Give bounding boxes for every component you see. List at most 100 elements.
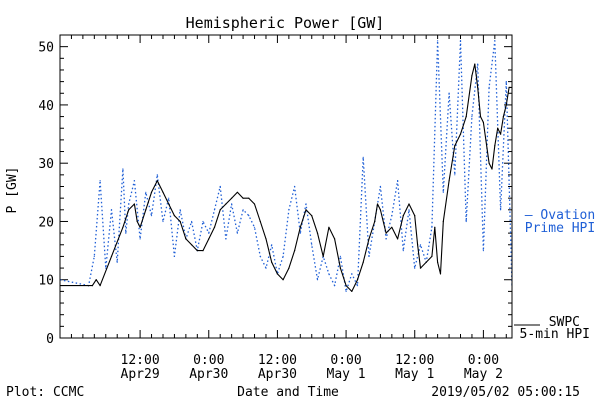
swpc-point xyxy=(316,232,319,234)
x-tick-label-date: May 1 xyxy=(395,367,434,382)
swpc-point xyxy=(173,215,175,217)
x-tick-label-date: Apr30 xyxy=(258,367,297,382)
ovation-point xyxy=(93,255,95,257)
ovation-point xyxy=(351,273,353,275)
ovation-point xyxy=(299,232,301,234)
swpc-point xyxy=(439,273,442,275)
ovation-point xyxy=(334,285,336,287)
swpc-point xyxy=(110,255,113,257)
swpc-point xyxy=(294,250,296,252)
legend-ovation-line2: Prime HPI xyxy=(525,221,595,236)
swpc-point xyxy=(311,215,313,217)
x-tick-label-time: 12:00 xyxy=(121,353,160,368)
ovation-point xyxy=(99,180,101,182)
ovation-point xyxy=(402,250,404,252)
ovation-point xyxy=(385,238,387,240)
swpc-point xyxy=(459,133,462,135)
ovation-point xyxy=(236,232,238,234)
legend-swpc-line1: SWPC xyxy=(549,315,580,330)
ovation-point xyxy=(150,215,153,217)
swpc-point xyxy=(231,197,233,199)
swpc-point xyxy=(288,267,290,269)
swpc-point xyxy=(265,238,267,240)
x-tick-label-date: May 1 xyxy=(327,367,366,382)
swpc-point xyxy=(448,180,450,182)
swpc-point xyxy=(479,116,482,118)
ovation-point xyxy=(162,220,164,223)
swpc-point xyxy=(471,75,473,77)
legend-ovation-line1: — Ovation xyxy=(525,208,595,223)
swpc-point xyxy=(150,191,153,193)
swpc-point xyxy=(122,226,124,228)
ovation-point xyxy=(311,244,313,246)
swpc-point xyxy=(402,215,404,217)
y-tick-label: 10 xyxy=(38,274,54,289)
swpc-point xyxy=(391,226,393,228)
ovation-point xyxy=(328,273,330,275)
swpc-point xyxy=(162,191,164,193)
x-tick-label-date: Apr30 xyxy=(189,367,228,382)
swpc-point xyxy=(242,197,244,199)
swpc-point xyxy=(414,215,416,217)
x-tick-label-date: May 2 xyxy=(464,367,503,382)
y-tick-label: 50 xyxy=(38,41,54,56)
x-tick-label-time: 0:00 xyxy=(468,353,499,368)
swpc-point xyxy=(271,261,273,263)
swpc-point xyxy=(500,133,502,135)
series-layer xyxy=(60,40,512,293)
ovation-point xyxy=(156,174,158,176)
swpc-point xyxy=(491,168,493,170)
ovation-point xyxy=(305,203,307,205)
y-tick-label: 30 xyxy=(38,157,54,172)
swpc-point xyxy=(248,197,250,199)
ovation-point xyxy=(128,203,130,205)
chart-title: Hemispheric Power [GW] xyxy=(186,14,385,32)
ovation-point xyxy=(208,232,210,234)
swpc-point xyxy=(133,203,135,205)
ovation-point xyxy=(105,267,107,269)
swpc-point xyxy=(236,191,238,193)
swpc-point xyxy=(508,86,510,88)
swpc-point xyxy=(339,267,341,269)
swpc-point xyxy=(345,285,347,287)
swpc-point xyxy=(179,220,181,223)
ovation-point xyxy=(202,220,204,223)
swpc-point xyxy=(136,220,138,223)
swpc-point xyxy=(139,226,141,228)
x-tick-label-time: 12:00 xyxy=(395,353,434,368)
swpc-point xyxy=(376,203,379,205)
axis-ticks xyxy=(59,34,512,339)
swpc-point xyxy=(474,63,476,65)
ovation-point xyxy=(122,168,124,170)
y-tick-label: 40 xyxy=(38,99,54,114)
swpc-point xyxy=(156,180,158,182)
ovation-point xyxy=(145,191,147,193)
swpc-point xyxy=(196,250,198,252)
swpc-point xyxy=(253,203,256,205)
swpc-point xyxy=(191,244,193,246)
ovation-point xyxy=(500,209,502,211)
swpc-point xyxy=(434,226,436,228)
ovation-point xyxy=(110,209,113,211)
footer-plot-credit: Plot: CCMC xyxy=(6,385,84,400)
y-tick-label: 0 xyxy=(46,332,54,347)
ovation-point xyxy=(397,180,399,182)
ovation-point xyxy=(288,209,290,211)
swpc-point xyxy=(497,127,499,129)
swpc-point xyxy=(282,279,284,281)
swpc-point xyxy=(494,145,496,147)
ovation-point xyxy=(477,63,479,65)
swpc-point xyxy=(465,116,467,118)
swpc-point xyxy=(362,261,364,263)
plot-frame xyxy=(59,34,513,339)
swpc-point xyxy=(91,285,93,287)
ovation-point xyxy=(482,250,484,252)
ovation-point xyxy=(408,209,410,211)
y-tick-labels: 0 10 20 30 40 50 xyxy=(38,41,54,347)
ovation-point xyxy=(242,209,244,211)
swpc-point xyxy=(276,273,278,275)
ovation-point xyxy=(471,116,473,118)
series-ovation-line xyxy=(60,40,512,293)
swpc-point xyxy=(88,285,90,287)
